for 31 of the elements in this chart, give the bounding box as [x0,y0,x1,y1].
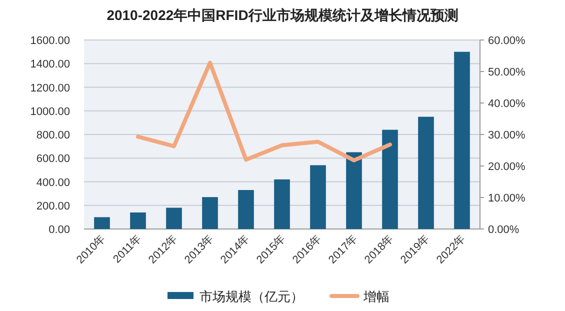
y-tick-label: 0.00 [48,224,70,236]
chart-title: 2010-2022年中国RFID行业市场规模统计及增长情况预测 [106,7,458,23]
y2-tick-label: 40.00% [488,98,526,110]
legend-label: 市场规模（亿元） [200,289,304,304]
y2-tick-label: 0.00% [488,224,520,236]
y2-tick-label: 60.00% [488,35,526,47]
bar [238,190,254,229]
bar [274,179,290,229]
y2-tick-label: 30.00% [488,130,526,142]
y-tick-label: 1200.00 [30,82,70,94]
bar [454,52,470,229]
bar [202,197,218,229]
y-tick-label: 400.00 [36,176,70,189]
bar [94,217,110,229]
y-tick-label: 200.00 [36,200,70,212]
y2-tick-label: 10.00% [488,192,526,204]
bar [130,212,146,229]
y2-tick-label: 50.00% [488,66,526,78]
bar [166,208,182,229]
y-tick-label: 800.00 [36,130,70,142]
y-tick-label: 1600.00 [30,35,70,47]
bar [346,152,362,229]
y-tick-label: 1400.00 [30,58,70,71]
y-tick-label: 600.00 [36,153,70,166]
line-series [136,60,392,162]
bar [418,116,434,229]
legend-label: 增幅 [362,289,390,304]
y2-tick-label: 20.00% [488,161,526,173]
bar [310,165,326,229]
bar [382,130,398,229]
y-tick-label: 1000.00 [30,106,70,118]
